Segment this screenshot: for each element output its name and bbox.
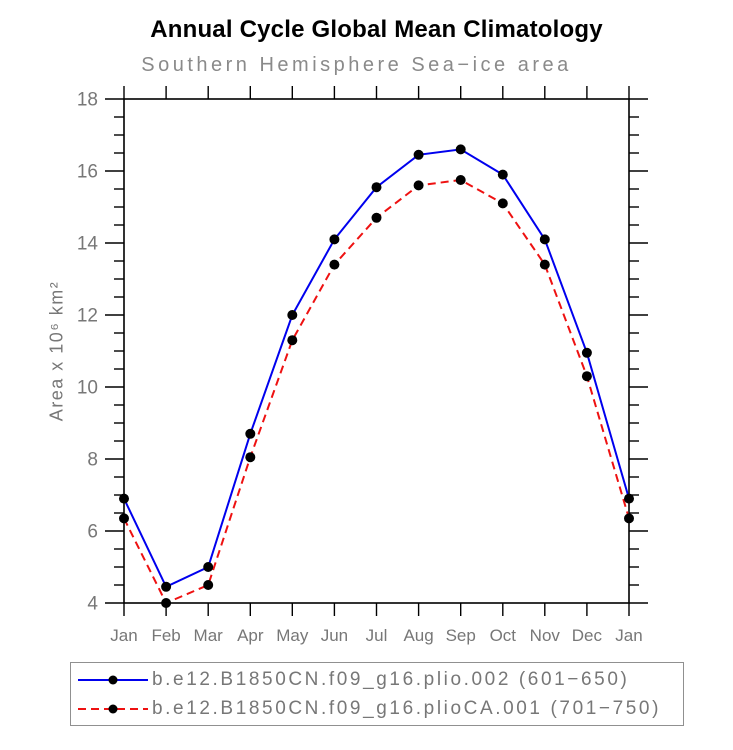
legend-marker (108, 675, 118, 684)
data-point-marker (245, 452, 256, 463)
legend: b.e12.B1850CN.f09_g16.plio.002 (601−650)… (70, 662, 684, 726)
data-point-marker (413, 149, 424, 160)
data-point-marker (539, 259, 550, 270)
x-tick-label: Jun (321, 626, 348, 645)
data-point-marker (497, 198, 508, 209)
series-line-sample-dashed-red (78, 704, 148, 713)
data-point-marker (581, 347, 592, 358)
data-point-marker (624, 493, 634, 504)
legend-item-plioCA001: b.e12.B1850CN.f09_g16.plioCA.001 (701−75… (71, 694, 683, 723)
data-point-marker (371, 182, 382, 193)
data-point-marker (119, 513, 129, 524)
legend-item-plio002: b.e12.B1850CN.f09_g16.plio.002 (601−650) (71, 665, 683, 694)
y-tick-label: 18 (77, 90, 98, 111)
data-point-marker (287, 335, 298, 346)
x-tick-label: Apr (237, 626, 264, 645)
x-tick-label: Jan (110, 626, 137, 645)
chart-subtitle: Southern Hemisphere Sea−ice area (141, 54, 572, 76)
x-tick-label: Sep (446, 626, 476, 645)
y-tick-label: 12 (77, 306, 98, 327)
data-point-marker (329, 234, 340, 245)
x-tick-label: Mar (194, 626, 224, 645)
data-point-marker (245, 428, 256, 439)
data-point-marker (581, 371, 592, 382)
data-point-marker (497, 169, 508, 180)
chart-title: Annual Cycle Global Mean Climatology (150, 16, 603, 43)
x-tick-label: Aug (403, 626, 433, 645)
data-point-marker (455, 144, 466, 155)
x-tick-label: Oct (490, 626, 517, 645)
data-point-marker (203, 580, 214, 590)
x-tick-label: Feb (151, 626, 180, 645)
y-tick-label: 6 (87, 522, 98, 543)
y-tick-label: 16 (77, 162, 98, 183)
y-tick-label: 14 (77, 234, 99, 255)
y-tick-label: 10 (77, 378, 98, 399)
data-point-marker (455, 175, 466, 185)
data-point-marker (161, 581, 172, 592)
data-point-marker (203, 562, 214, 572)
data-point-marker (329, 259, 340, 270)
x-tick-label: Jul (366, 626, 388, 645)
legend-marker (108, 704, 118, 713)
data-point-marker (161, 598, 172, 608)
series-line-1 (123, 178, 630, 605)
data-point-marker (371, 212, 382, 223)
data-point-marker (413, 180, 424, 191)
x-tick-label: May (276, 626, 309, 645)
legend-label: b.e12.B1850CN.f09_g16.plio.002 (601−650) (152, 668, 630, 690)
legend-label: b.e12.B1850CN.f09_g16.plioCA.001 (701−75… (152, 697, 662, 719)
data-point-marker (539, 234, 550, 245)
x-tick-label: Jan (615, 626, 642, 645)
data-point-marker (119, 493, 129, 504)
y-tick-label: 4 (87, 594, 98, 615)
y-tick-label: 8 (87, 450, 98, 471)
x-tick-label: Nov (530, 626, 561, 645)
plot-frame (123, 98, 630, 604)
series-line-sample-solid-blue (78, 675, 148, 684)
data-point-marker (624, 513, 634, 524)
x-tick-label: Dec (572, 626, 603, 645)
data-point-marker (287, 310, 298, 320)
